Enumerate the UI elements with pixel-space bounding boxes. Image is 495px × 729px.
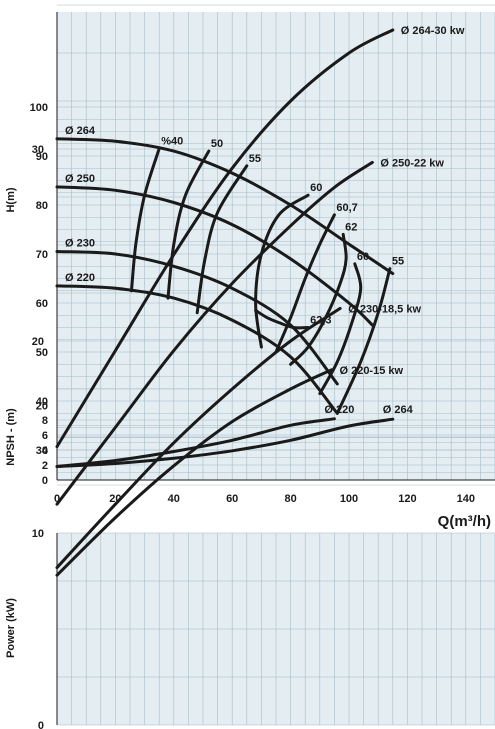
efficiency-curve xyxy=(195,164,249,315)
head-y-tick-label: 90 xyxy=(36,151,48,163)
power-y-axis-label: Power (kW) xyxy=(5,598,17,658)
x-tick-label: 40 xyxy=(168,493,180,505)
efficiency-label: 60 xyxy=(357,251,369,263)
efficiency-label: %40 xyxy=(161,136,183,148)
axes xyxy=(56,12,495,725)
x-tick-label: 0 xyxy=(54,493,60,505)
power-curve xyxy=(55,368,333,577)
x-tick-label: 140 xyxy=(457,493,475,505)
head-y-tick-label: 40 xyxy=(36,396,48,408)
efficiency-curve xyxy=(166,149,211,300)
npsh-curve xyxy=(55,417,336,468)
npsh-y-axis-label: NPSH - (m) xyxy=(5,408,17,466)
efficiency-curve xyxy=(254,308,310,330)
efficiency-curve xyxy=(318,262,363,396)
x-axis-label: Q(m³/h) xyxy=(438,513,491,530)
power-y-tick-label: 10 xyxy=(32,528,44,540)
head-series-label: Ø 250 xyxy=(65,173,95,185)
x-tick-label: 20 xyxy=(109,493,121,505)
head-y-tick-label: 100 xyxy=(30,102,48,114)
head-y-tick-label: 60 xyxy=(36,298,48,310)
head-curve xyxy=(55,284,339,415)
power-series-label: Ø 220-15 kw xyxy=(339,365,403,377)
efficiency-label: 60 xyxy=(310,182,322,194)
head-series-label: Ø 264 xyxy=(65,125,96,137)
power-y-tick-label: 0 xyxy=(38,720,44,729)
npsh-curve xyxy=(55,417,395,468)
power-series-label: Ø 230-18,5 kw xyxy=(348,303,421,315)
power-curve xyxy=(55,306,342,570)
head-curve xyxy=(55,250,339,386)
npsh-y-tick-label: 6 xyxy=(42,430,48,442)
npsh-y-tick-label: 2 xyxy=(42,460,48,472)
head-y-tick-label: 70 xyxy=(36,249,48,261)
efficiency-curve xyxy=(335,267,392,415)
efficiency-label: 60,7 xyxy=(336,202,357,214)
npsh-y-tick-label: 0 xyxy=(42,475,48,487)
efficiency-label: 62,3 xyxy=(310,315,331,327)
efficiency-label: 55 xyxy=(249,153,261,165)
head-series-label: Ø 230 xyxy=(65,238,95,250)
efficiency-label: 62 xyxy=(345,221,357,233)
power-y-tick-label: 20 xyxy=(32,336,44,348)
x-tick-label: 100 xyxy=(340,493,358,505)
npsh-y-tick-label: 4 xyxy=(42,445,49,457)
head-series-label: Ø 220 xyxy=(65,272,95,284)
curves xyxy=(55,28,395,577)
npsh-series-label: Ø 264 xyxy=(383,404,414,416)
power-y-tick-label: 30 xyxy=(32,144,44,156)
x-tick-label: 80 xyxy=(284,493,296,505)
head-y-tick-label: 80 xyxy=(36,200,48,212)
power-series-label: Ø 250-22 kw xyxy=(380,157,444,169)
power-curve xyxy=(55,160,374,506)
efficiency-curve xyxy=(289,232,348,366)
head-y-tick-label: 50 xyxy=(36,347,48,359)
head-y-tick-label: 30 xyxy=(36,445,48,457)
head-curve xyxy=(55,185,374,327)
x-tick-label: 60 xyxy=(226,493,238,505)
head-y-axis-label: H(m) xyxy=(5,187,17,212)
npsh-y-tick-label: 8 xyxy=(42,415,48,427)
efficiency-curve xyxy=(130,147,161,293)
power-curve xyxy=(55,28,395,449)
efficiency-label: 55 xyxy=(392,256,404,268)
efficiency-curve xyxy=(274,213,336,354)
head-curve xyxy=(55,137,395,276)
efficiency-label: 50 xyxy=(211,138,223,150)
x-tick-label: 120 xyxy=(398,493,416,505)
npsh-y-tick-label: 20 xyxy=(36,401,48,413)
power-series-label: Ø 264-30 kw xyxy=(401,25,465,37)
npsh-series-label: Ø 220 xyxy=(324,404,354,416)
